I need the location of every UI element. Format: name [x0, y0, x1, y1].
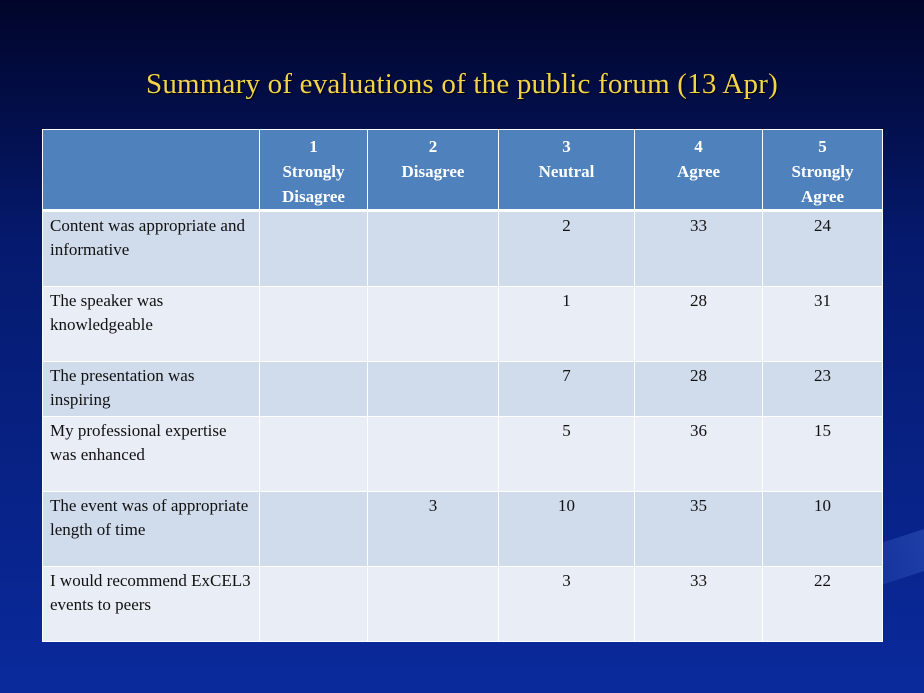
row-label: My professional expertise was enhanced: [42, 416, 260, 492]
header-cell-4: 4 Agree: [634, 129, 763, 211]
cell-neutral: 7: [498, 361, 635, 417]
cell-strongly-agree: 24: [762, 210, 883, 287]
cell-strongly-disagree: [259, 286, 368, 362]
cell-strongly-agree: 15: [762, 416, 883, 492]
header-cell-2: 2 Disagree: [367, 129, 499, 211]
table-row: My professional expertise was enhanced 5…: [42, 416, 883, 492]
cell-agree: 35: [634, 491, 763, 567]
table-row: Content was appropriate and informative …: [42, 210, 883, 287]
cell-strongly-agree: 23: [762, 361, 883, 417]
cell-disagree: [367, 361, 499, 417]
cell-strongly-disagree: [259, 361, 368, 417]
cell-agree: 33: [634, 210, 763, 287]
table-row: The event was of appropriate length of t…: [42, 491, 883, 567]
cell-disagree: 3: [367, 491, 499, 567]
row-label: The presentation was inspiring: [42, 361, 260, 417]
cell-disagree: [367, 416, 499, 492]
row-label: The event was of appropriate length of t…: [42, 491, 260, 567]
cell-strongly-agree: 22: [762, 566, 883, 642]
cell-strongly-agree: 10: [762, 491, 883, 567]
cell-strongly-disagree: [259, 491, 368, 567]
cell-agree: 28: [634, 361, 763, 417]
cell-neutral: 5: [498, 416, 635, 492]
cell-agree: 28: [634, 286, 763, 362]
cell-disagree: [367, 286, 499, 362]
row-label: I would recommend ExCEL3 events to peers: [42, 566, 260, 642]
header-cell-1: 1 Strongly Disagree: [259, 129, 368, 211]
row-label: The speaker was knowledgeable: [42, 286, 260, 362]
header-cell-3: 3 Neutral: [498, 129, 635, 211]
table-row: I would recommend ExCEL3 events to peers…: [42, 566, 883, 642]
slide-title: Summary of evaluations of the public for…: [146, 68, 778, 100]
header-cell-5: 5 Strongly Agree: [762, 129, 883, 211]
cell-disagree: [367, 566, 499, 642]
row-label: Content was appropriate and informative: [42, 210, 260, 287]
table-row: The presentation was inspiring 7 28 23: [42, 361, 883, 417]
cell-neutral: 3: [498, 566, 635, 642]
cell-agree: 36: [634, 416, 763, 492]
cell-neutral: 10: [498, 491, 635, 567]
table-row: The speaker was knowledgeable 1 28 31: [42, 286, 883, 362]
cell-strongly-agree: 31: [762, 286, 883, 362]
cell-strongly-disagree: [259, 210, 368, 287]
header-empty-cell: [42, 129, 260, 211]
evaluation-table: 1 Strongly Disagree 2 Disagree 3 Neutral…: [42, 129, 883, 642]
cell-disagree: [367, 210, 499, 287]
cell-agree: 33: [634, 566, 763, 642]
cell-neutral: 2: [498, 210, 635, 287]
table-header-row: 1 Strongly Disagree 2 Disagree 3 Neutral…: [42, 129, 883, 211]
cell-neutral: 1: [498, 286, 635, 362]
cell-strongly-disagree: [259, 566, 368, 642]
cell-strongly-disagree: [259, 416, 368, 492]
